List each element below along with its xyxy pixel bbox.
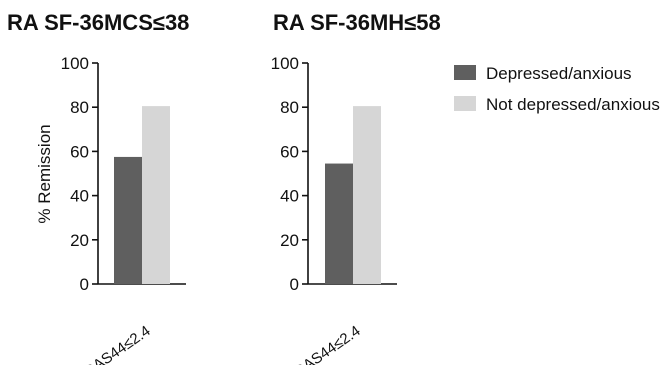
y-tick-label: 60 — [70, 142, 89, 161]
x-tick-label: DAS44≤2.4 — [291, 322, 364, 365]
y-tick-label: 80 — [70, 98, 89, 117]
y-tick-label: 20 — [70, 231, 89, 250]
bar-depressed-anxious — [325, 163, 353, 284]
chart-title: RA SF-36MCS≤38 — [7, 10, 189, 35]
y-tick-label: 40 — [280, 187, 299, 206]
y-tick-label: 60 — [280, 142, 299, 161]
y-tick-label: 100 — [271, 54, 299, 73]
y-tick-label: 100 — [61, 54, 89, 73]
legend-swatch-not-depressed — [454, 96, 476, 111]
chart-title: RA SF-36MH≤58 — [273, 10, 441, 35]
bar-not-depressed-anxious — [353, 106, 381, 284]
legend-swatch-depressed — [454, 65, 476, 80]
x-tick-label: DAS44≤2.4 — [81, 322, 154, 365]
y-axis-label: % Remission — [35, 124, 54, 223]
bar-depressed-anxious — [114, 156, 142, 284]
legend-label-not-depressed: Not depressed/anxious — [486, 95, 660, 114]
legend: Depressed/anxious Not depressed/anxious — [454, 64, 660, 114]
y-tick-label: 20 — [280, 231, 299, 250]
legend-label-depressed: Depressed/anxious — [486, 64, 632, 83]
y-tick-label: 80 — [280, 98, 299, 117]
bar-not-depressed-anxious — [142, 106, 170, 284]
chart-panel-mcs: RA SF-36MCS≤38 % Remission 0 20 40 60 80 100 D… — [7, 10, 189, 365]
y-tick-label: 40 — [70, 187, 89, 206]
y-tick-label: 0 — [290, 275, 299, 294]
y-tick-label: 0 — [80, 275, 89, 294]
chart-panel-mh: RA SF-36MH≤58 0 20 40 60 80 100 DAS44≤2.4 — [271, 10, 441, 365]
